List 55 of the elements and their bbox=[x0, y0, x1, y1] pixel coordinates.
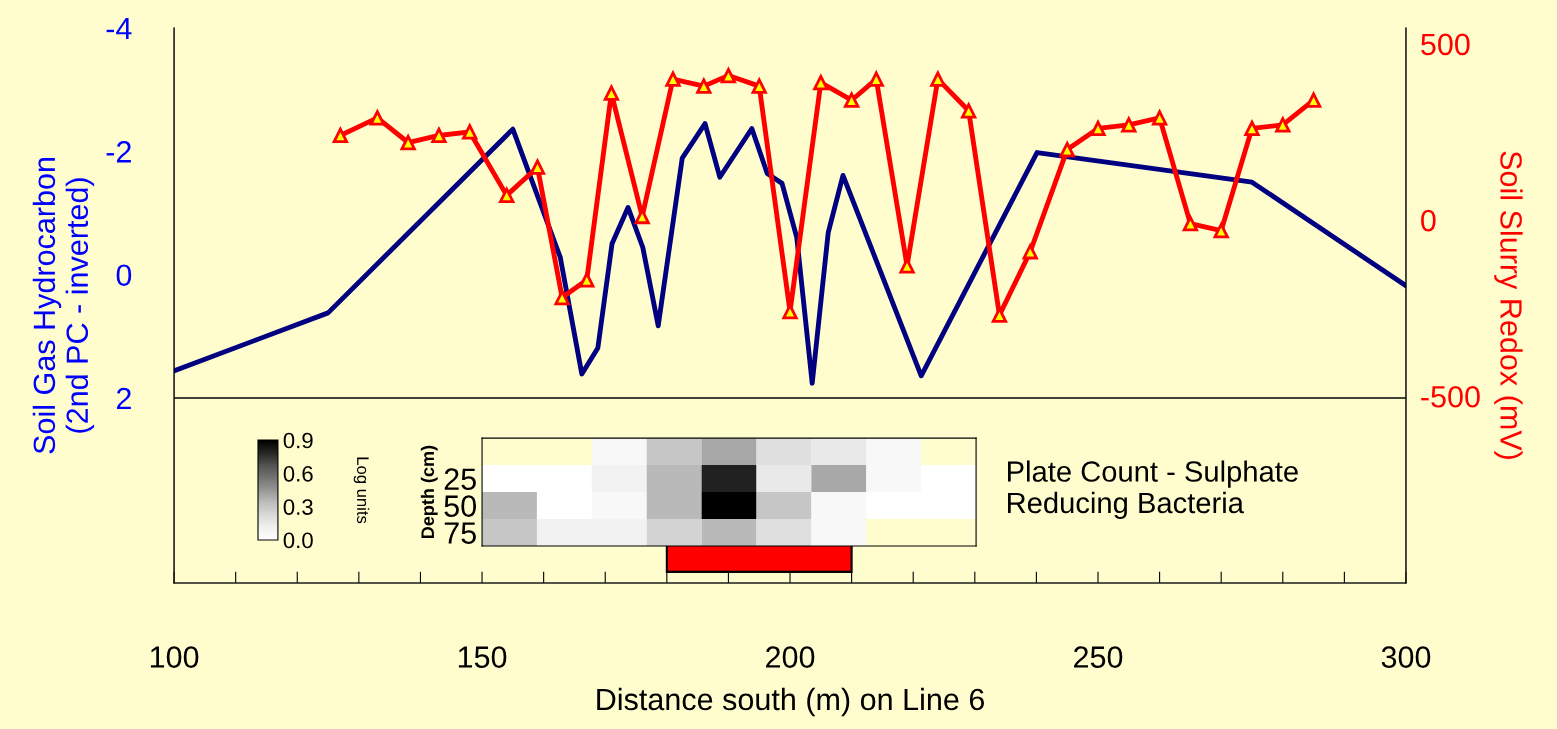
point bbox=[431, 127, 447, 144]
y2-tick-label: -500 bbox=[1421, 385, 1480, 408]
point bbox=[1059, 141, 1075, 158]
annotation: Plate Count - Sulphate Reducing Bacteria bbox=[1008, 460, 1298, 520]
point bbox=[579, 272, 595, 288]
y-axis-title: Depth (cm) bbox=[420, 445, 438, 539]
point bbox=[1275, 117, 1291, 133]
color-bar-title: Log units bbox=[353, 457, 370, 524]
y2-tick-label: 0 bbox=[1421, 209, 1436, 232]
point bbox=[1213, 222, 1229, 239]
point bbox=[1244, 120, 1260, 137]
point bbox=[843, 90, 860, 108]
point bbox=[1151, 110, 1168, 126]
point bbox=[720, 67, 737, 84]
point bbox=[499, 187, 515, 204]
color-bar-label: 0.0 bbox=[283, 532, 313, 549]
line-series bbox=[174, 121, 1406, 386]
point bbox=[961, 103, 977, 119]
point bbox=[400, 134, 416, 151]
y-tick-label: 25 bbox=[444, 468, 476, 490]
y-tick-label: 0 bbox=[116, 264, 132, 287]
y-tick-label: 2 bbox=[116, 387, 131, 410]
point bbox=[751, 78, 767, 94]
color-bar-label: 0.3 bbox=[283, 499, 313, 515]
point bbox=[603, 83, 620, 101]
point bbox=[813, 74, 829, 91]
point bbox=[868, 71, 884, 87]
point bbox=[1022, 244, 1038, 260]
y-tick-label: -2 bbox=[106, 141, 131, 163]
y-tick-label: 50 bbox=[444, 495, 476, 517]
color-bar-label: 0.6 bbox=[283, 465, 313, 482]
point bbox=[554, 289, 570, 306]
point bbox=[462, 124, 478, 140]
point bbox=[369, 110, 385, 126]
y-tick-label: -4 bbox=[106, 18, 132, 40]
point bbox=[665, 71, 681, 87]
y-tick-label: 75 bbox=[444, 522, 476, 544]
x-tick-label: 100 bbox=[150, 646, 199, 668]
y2-axis-title: Soil Slurry Redox (mV) bbox=[1494, 151, 1523, 459]
x-tick-label: 300 bbox=[1381, 646, 1431, 668]
point bbox=[332, 127, 349, 144]
y2-tick-label: 500 bbox=[1421, 33, 1470, 56]
point bbox=[696, 78, 712, 94]
point bbox=[1182, 215, 1199, 232]
point bbox=[529, 157, 546, 175]
point bbox=[930, 71, 946, 87]
y-axis-title: Soil Gas Hydrocarbon (2nd PC - inverted) bbox=[32, 158, 95, 454]
point bbox=[1305, 90, 1322, 108]
x-axis-title: Distance south (m) on Line 6 bbox=[597, 687, 985, 717]
x-tick-label: 250 bbox=[1074, 646, 1123, 668]
point bbox=[1090, 120, 1106, 137]
x-tick-label: 200 bbox=[766, 646, 815, 668]
color-bar-label: 0.9 bbox=[283, 432, 313, 449]
x-tick-label: 150 bbox=[458, 646, 507, 668]
point bbox=[1121, 117, 1137, 133]
